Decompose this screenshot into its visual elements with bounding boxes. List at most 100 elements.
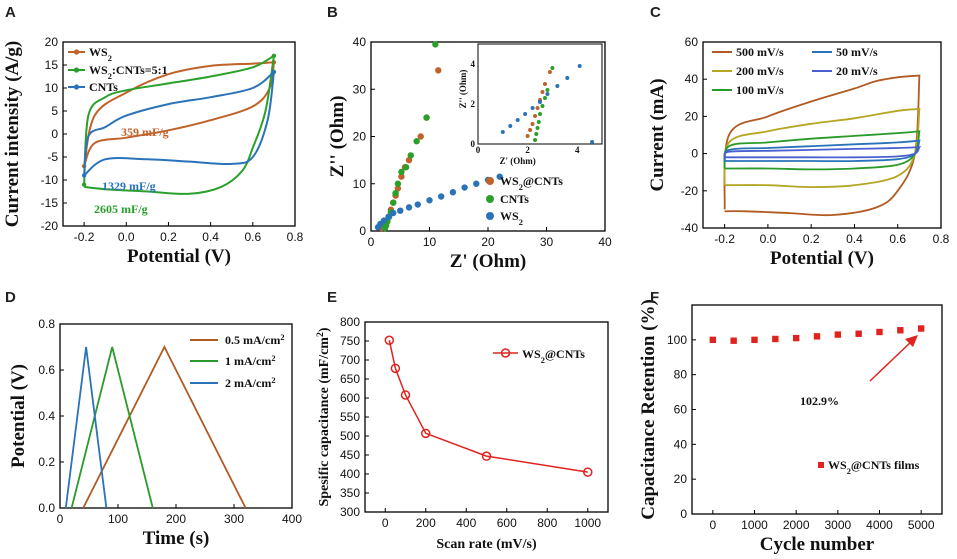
nyquist-point xyxy=(438,193,445,200)
curve-marker xyxy=(271,53,277,58)
y-tick-label: 80 xyxy=(674,368,688,382)
y-tick-label: 800 xyxy=(340,315,360,329)
nyquist-point xyxy=(413,138,420,145)
x-axis-label: Time (s) xyxy=(143,528,210,549)
legend-marker xyxy=(73,67,80,73)
nyquist-point xyxy=(426,197,433,204)
curve-marker xyxy=(81,173,87,178)
cv-curve-2 xyxy=(723,130,921,171)
nyquist-point xyxy=(380,217,388,224)
y-tick-label: -5 xyxy=(47,150,58,164)
inset-point xyxy=(533,114,538,118)
y-tick-label: 0 xyxy=(51,127,58,141)
inset-frame xyxy=(477,43,603,145)
nyquist-point xyxy=(449,189,457,196)
legend-label: 1 mA/cm2 xyxy=(225,354,276,369)
x-tick-label: 800 xyxy=(537,516,557,530)
y-tick-label: 600 xyxy=(340,391,360,405)
inset-point xyxy=(515,118,520,122)
legend-label: WS2@CNTs xyxy=(522,347,585,365)
x-tick-label: 0 xyxy=(709,518,716,532)
panel-e: 0 200 400 600 800 1000 300 350 400 450 500 550 600 65… xyxy=(315,315,609,552)
x-axis-label: Potential (V) xyxy=(127,246,231,267)
x-tick-label: 200 xyxy=(166,512,186,526)
retention-point xyxy=(876,328,883,336)
legend-label: WS2 xyxy=(500,209,523,227)
inset-point xyxy=(525,134,530,138)
y-tick-label: 0 xyxy=(691,147,698,161)
inset-x-axis-label: Z' (Ohm) xyxy=(500,156,536,166)
legend-label: 100 mV/s xyxy=(736,83,784,97)
legend-label: WS2@CNTs xyxy=(500,174,563,192)
annotation-arrowhead xyxy=(905,335,918,347)
nyquist-point xyxy=(496,173,503,180)
x-tick-label: 400 xyxy=(282,512,302,526)
nyquist-point xyxy=(390,209,397,217)
y-tick-label: 60 xyxy=(674,403,688,417)
inset-y-tick-label: 2 xyxy=(471,99,476,109)
x-tick-label: 0 xyxy=(368,235,375,249)
gcd-curve-0 xyxy=(82,345,247,509)
cv-curve-1 xyxy=(83,53,276,195)
legend-label: 2 mA/cm2 xyxy=(225,376,276,391)
legend-label: 500 mV/s xyxy=(736,45,784,59)
y-tick-label: 0 xyxy=(359,224,366,238)
inset-point xyxy=(542,82,547,86)
x-tick-label: 0.0 xyxy=(760,232,777,246)
x-tick-label: 0 xyxy=(57,512,64,526)
nyquist-point xyxy=(398,173,405,180)
inset-point xyxy=(533,138,538,142)
y-axis-label: Potential (V) xyxy=(8,364,29,468)
x-tick-label: 200 xyxy=(416,516,436,530)
capacitance-annotation: 359 mF/g xyxy=(121,125,169,139)
legend-label: 0.5 mA/cm2 xyxy=(225,333,285,348)
inset-point xyxy=(508,124,513,128)
legend-label: CNTs xyxy=(89,80,118,94)
panel-label: B xyxy=(327,4,338,21)
inset-x-tick-label: 2 xyxy=(525,145,530,155)
x-axis-label: Scan rate (mV/s) xyxy=(436,537,537,552)
inset-point xyxy=(565,76,570,80)
retention-point xyxy=(730,337,737,344)
y-tick-label: 20 xyxy=(685,109,699,123)
cv-curve-0 xyxy=(83,61,276,167)
nyquist-point xyxy=(394,180,402,187)
capacitance-point xyxy=(384,335,395,345)
inset-plot: 0 2 4 0 2 4 Z' (Ohm) Z'' (Ohm) xyxy=(458,43,603,166)
x-tick-label: 20 xyxy=(481,235,495,249)
y-tick-label: 20 xyxy=(45,35,59,49)
panel-label: D xyxy=(5,289,16,306)
nyquist-point xyxy=(473,180,480,187)
y-tick-label: 0.8 xyxy=(38,317,55,331)
x-tick-label: 100 xyxy=(108,512,128,526)
x-tick-label: 300 xyxy=(224,512,244,526)
y-tick-label: 30 xyxy=(353,82,367,96)
panel-label: E xyxy=(327,289,337,306)
plot-frame xyxy=(702,41,942,229)
y-tick-label: 15 xyxy=(45,58,59,72)
x-tick-label: 0.4 xyxy=(202,230,219,244)
y-tick-label: 0.4 xyxy=(38,409,55,423)
nyquist-point xyxy=(397,207,404,214)
curve-marker xyxy=(81,182,87,187)
y-tick-label: -20 xyxy=(41,219,59,233)
y-tick-label: 20 xyxy=(674,472,688,486)
x-tick-label: 400 xyxy=(456,516,476,530)
x-tick-label: 40 xyxy=(598,235,612,249)
x-tick-label: 0.6 xyxy=(889,232,906,246)
capacitance-point xyxy=(481,451,492,461)
inset-point xyxy=(500,130,505,134)
inset-point xyxy=(535,126,540,130)
nyquist-point xyxy=(398,168,405,176)
y-tick-label: -20 xyxy=(681,184,699,198)
inset-point xyxy=(545,92,550,96)
y-tick-label: -15 xyxy=(41,196,59,210)
inset-point xyxy=(542,96,547,100)
nyquist-point xyxy=(392,190,399,197)
legend-label: 50 mV/s xyxy=(836,45,878,59)
capacitance-annotation: 1329 mF/g xyxy=(102,179,156,193)
legend-label: 20 mV/s xyxy=(836,64,878,78)
cv-curve-0 xyxy=(723,74,921,217)
